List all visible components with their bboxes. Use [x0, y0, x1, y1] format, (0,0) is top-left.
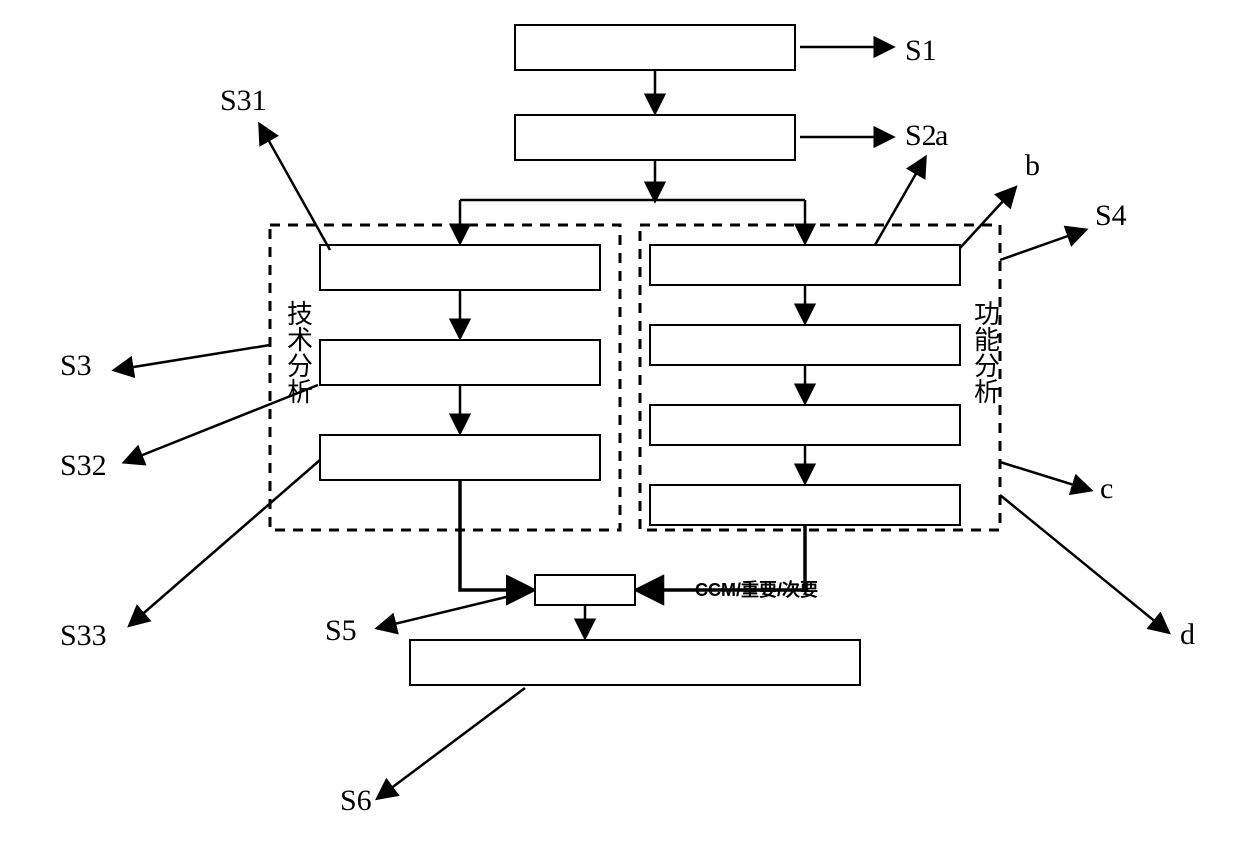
pointer-p-c — [1000, 462, 1090, 490]
box-f2 — [650, 325, 960, 365]
label-S5: S5 — [325, 614, 357, 647]
pointer-p-S4 — [1000, 230, 1085, 260]
label-d: d — [1180, 618, 1195, 651]
label-S33: S33 — [60, 619, 107, 652]
label-a: a — [935, 119, 948, 152]
label-S31: S31 — [220, 84, 267, 117]
box-f4 — [650, 485, 960, 525]
box-t2 — [320, 340, 600, 385]
box-f3 — [650, 405, 960, 445]
label-S4: S4 — [1095, 199, 1127, 232]
pointer-p-b — [960, 188, 1015, 248]
pointer-p-S33 — [130, 460, 320, 625]
label-b: b — [1025, 149, 1040, 182]
box-s5 — [535, 575, 635, 605]
vlabel-tech: 技术分析 — [284, 300, 313, 404]
box-t1 — [320, 245, 600, 290]
pointer-p-S6 — [378, 688, 525, 798]
edge-label-ccm: CCM/重要/次要 — [695, 579, 818, 600]
vlabel-func: 功能分析 — [971, 300, 1000, 404]
flowchart: 技术分析 功能分析 CCM/重要/次要 S1 S2 S31 a b S4 S3 S32 c S33 d… — [0, 0, 1240, 855]
label-S6: S6 — [340, 784, 372, 817]
box-s2 — [515, 115, 795, 160]
box-t3 — [320, 435, 600, 480]
box-s1 — [515, 25, 795, 70]
label-S2: S2 — [905, 119, 937, 152]
pointer-p-S5 — [378, 590, 535, 628]
label-S32: S32 — [60, 449, 107, 482]
box-s6 — [410, 640, 860, 685]
pointer-p-S3 — [115, 345, 270, 370]
label-S3: S3 — [60, 349, 92, 382]
label-S1: S1 — [905, 34, 937, 67]
pointer-p-d — [1000, 495, 1168, 632]
label-c: c — [1100, 472, 1113, 505]
pointer-p-a — [875, 158, 925, 245]
box-f1 — [650, 245, 960, 285]
flow-t3-s5 — [460, 480, 532, 590]
